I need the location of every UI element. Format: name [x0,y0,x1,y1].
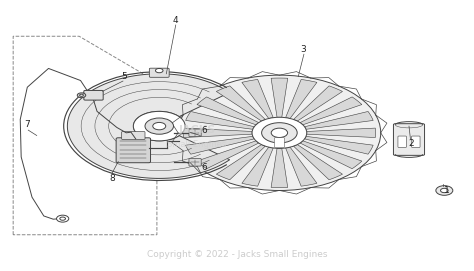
Text: Copyright © 2022 - Jacks Small Engines: Copyright © 2022 - Jacks Small Engines [147,250,327,259]
FancyBboxPatch shape [84,91,103,100]
FancyBboxPatch shape [122,132,145,139]
Text: 3: 3 [300,45,306,54]
Polygon shape [286,147,317,186]
Polygon shape [216,86,265,121]
Polygon shape [293,86,343,121]
Polygon shape [300,141,362,169]
Text: 5: 5 [121,72,127,81]
Circle shape [440,188,448,193]
Polygon shape [307,128,376,138]
Polygon shape [286,79,317,118]
Circle shape [155,69,163,73]
Polygon shape [216,144,265,180]
Polygon shape [186,136,254,154]
FancyBboxPatch shape [274,138,284,147]
Text: 1: 1 [444,186,449,195]
Circle shape [133,111,185,141]
Circle shape [56,215,69,222]
FancyBboxPatch shape [398,136,406,147]
Polygon shape [186,111,254,129]
Polygon shape [271,148,288,188]
Polygon shape [242,79,273,118]
Text: 7: 7 [25,120,30,129]
Polygon shape [305,136,373,154]
Circle shape [178,75,381,191]
Polygon shape [67,74,229,178]
Circle shape [436,186,453,195]
Text: 6: 6 [201,126,207,135]
FancyBboxPatch shape [149,68,169,77]
Circle shape [271,128,288,137]
FancyBboxPatch shape [411,136,420,147]
Circle shape [77,93,86,98]
Circle shape [145,118,173,134]
Circle shape [262,123,297,143]
Text: JACKS: JACKS [178,125,216,135]
Text: 8: 8 [109,174,115,183]
FancyBboxPatch shape [189,129,201,137]
Polygon shape [197,97,259,125]
Text: 4: 4 [173,16,179,25]
Polygon shape [183,128,252,138]
FancyBboxPatch shape [393,124,425,155]
Circle shape [252,117,307,149]
Text: 2: 2 [409,139,414,148]
FancyBboxPatch shape [116,138,151,163]
Text: 6: 6 [201,163,207,172]
Circle shape [153,122,166,130]
Text: Small Engines: Small Engines [167,140,227,149]
FancyBboxPatch shape [189,159,201,166]
Polygon shape [197,141,259,169]
Polygon shape [305,111,373,129]
Polygon shape [293,144,343,180]
Polygon shape [242,147,273,186]
Polygon shape [300,97,362,125]
Circle shape [60,217,65,220]
Circle shape [80,94,83,96]
Polygon shape [271,78,288,117]
